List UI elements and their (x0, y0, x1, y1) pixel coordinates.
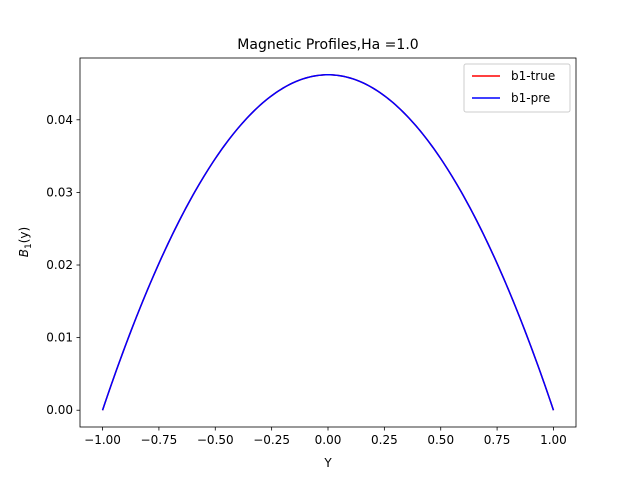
y-tick-label: 0.02 (46, 258, 73, 272)
y-axis-label: B1(y) (17, 227, 34, 257)
y-tick-label: 0.03 (46, 185, 73, 199)
y-axis-label-main: B (17, 249, 31, 257)
y-tick-label: 0.00 (46, 403, 73, 417)
plot-area: −1.00 −0.75 −0.50 −0.25 0.00 0.25 0.50 0.75 1.00… (46, 57, 577, 447)
x-tick-label: 0.75 (484, 433, 511, 447)
x-axis-label: Y (323, 456, 332, 470)
y-axis-label-suffix: (y) (17, 227, 31, 243)
chart-title: Magnetic Profiles,Ha =1.0 (237, 37, 418, 53)
legend-label-b1-true: b1-true (511, 69, 555, 83)
legend-label-b1-pre: b1-pre (511, 91, 550, 105)
legend: b1-true b1-pre (463, 63, 571, 113)
y-tick-label: 0.04 (46, 113, 73, 127)
y-axis-label-sub: 1 (24, 243, 34, 249)
x-tick-label: −0.25 (253, 433, 290, 447)
y-tick-label: 0.01 (46, 331, 73, 345)
x-tick-label: 0.50 (427, 433, 454, 447)
x-tick-label: −0.75 (141, 433, 178, 447)
x-tick-label: 0.25 (371, 433, 398, 447)
x-tick-label: −0.50 (197, 433, 234, 447)
x-tick-label: 1.00 (540, 433, 567, 447)
x-tick-label: 0.00 (315, 433, 342, 447)
series-line-b1-pre (101, 74, 555, 411)
x-tick-label: −1.00 (84, 433, 121, 447)
